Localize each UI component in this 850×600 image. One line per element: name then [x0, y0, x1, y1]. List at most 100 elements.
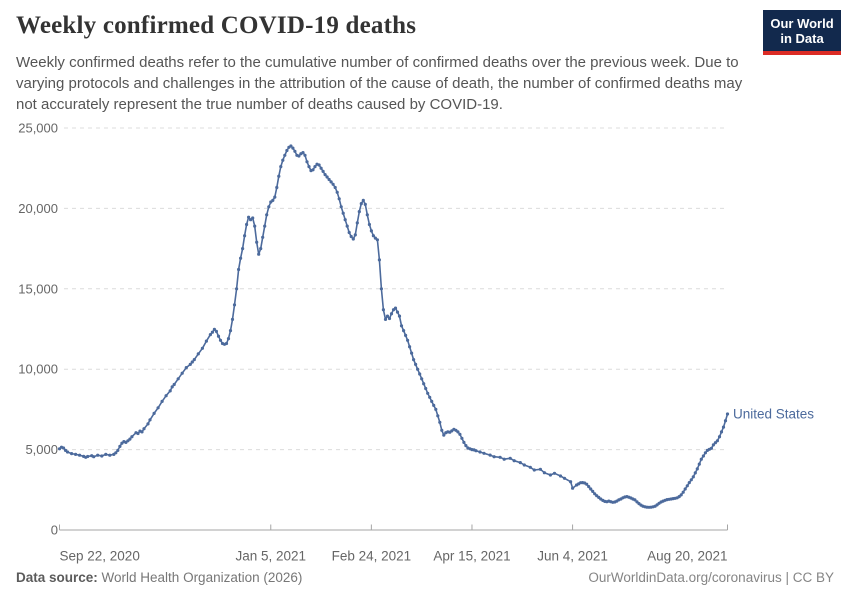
- data-point-marker: [369, 229, 373, 233]
- data-point-marker: [438, 420, 442, 424]
- data-point-marker: [404, 333, 408, 337]
- data-point-marker: [263, 224, 267, 228]
- data-point-marker: [593, 492, 597, 496]
- data-source-value: World Health Organization (2026): [97, 570, 303, 585]
- data-point-marker: [589, 487, 593, 491]
- data-point-marker: [355, 221, 359, 225]
- data-point-marker: [148, 418, 152, 422]
- data-point-marker: [347, 230, 351, 235]
- data-point-marker: [104, 452, 108, 456]
- data-point-marker: [548, 473, 553, 477]
- data-point-marker: [311, 168, 315, 172]
- owid-logo[interactable]: Our World in Data: [763, 10, 841, 55]
- data-point-marker: [277, 174, 281, 178]
- data-point-marker: [518, 461, 522, 465]
- data-point-marker: [430, 399, 434, 403]
- data-point-marker: [343, 218, 347, 222]
- data-point-marker: [456, 430, 460, 434]
- data-point-marker: [721, 425, 726, 429]
- data-point-marker: [418, 372, 422, 376]
- footer-separator: |: [781, 570, 793, 585]
- data-point-marker: [321, 169, 325, 173]
- data-point-marker: [333, 185, 337, 190]
- data-point-marker: [542, 471, 547, 475]
- data-point-marker: [685, 484, 689, 488]
- data-point-marker: [402, 329, 406, 333]
- site-link[interactable]: OurWorldinData.org/coronavirus: [588, 570, 782, 585]
- data-point-marker: [349, 234, 353, 239]
- data-point-marker: [267, 205, 271, 209]
- data-point-marker: [345, 224, 349, 228]
- data-point-marker: [96, 453, 100, 457]
- license-link[interactable]: CC BY: [792, 570, 834, 585]
- data-point-marker: [237, 267, 241, 272]
- data-point-marker: [717, 435, 722, 439]
- data-point-marker: [78, 453, 82, 457]
- data-point-marker: [711, 443, 716, 447]
- chart-subtitle: Weekly confirmed deaths refer to the cum…: [16, 52, 756, 115]
- x-tick-label: Jun 4, 2021: [537, 549, 608, 564]
- data-point-marker: [502, 457, 506, 461]
- series-line[interactable]: [58, 145, 729, 509]
- data-point-marker: [257, 252, 261, 256]
- data-point-marker: [359, 202, 363, 206]
- subtitle-line-3: not accurately represent the true number…: [16, 96, 503, 113]
- data-point-marker: [522, 463, 526, 467]
- data-point-marker: [498, 455, 502, 459]
- data-point-marker: [633, 498, 637, 502]
- data-point-marker: [108, 453, 112, 457]
- data-point-marker: [691, 475, 695, 479]
- data-point-marker: [562, 476, 567, 480]
- data-point-marker: [307, 165, 311, 169]
- data-point-marker: [224, 341, 229, 346]
- data-point-marker: [253, 224, 257, 228]
- data-point-marker: [337, 197, 341, 201]
- data-point-marker: [695, 467, 699, 471]
- data-point-marker: [681, 490, 685, 494]
- data-point-marker: [687, 481, 691, 485]
- data-point-marker: [188, 362, 192, 366]
- data-point-marker: [335, 190, 339, 194]
- subtitle-line-2: varying protocols and challenges in the …: [16, 75, 743, 92]
- data-source: Data source: World Health Organization (…: [16, 570, 302, 585]
- data-point-marker: [204, 339, 208, 343]
- data-point-marker: [406, 338, 410, 342]
- data-point-marker: [281, 158, 285, 162]
- data-point-marker: [351, 237, 355, 241]
- data-point-marker: [422, 382, 426, 386]
- data-point-marker: [693, 471, 697, 475]
- data-point-marker: [156, 406, 160, 410]
- data-point-marker: [291, 146, 295, 150]
- data-point-marker: [432, 403, 436, 407]
- data-point-marker: [319, 166, 323, 170]
- data-point-marker: [285, 148, 289, 153]
- data-point-marker: [363, 202, 367, 206]
- data-point-marker: [128, 437, 132, 441]
- data-point-marker: [130, 435, 134, 439]
- data-point-marker: [70, 452, 74, 456]
- data-point-marker: [230, 317, 235, 321]
- data-point-marker: [243, 234, 247, 238]
- y-tick-label: 10,000: [18, 362, 58, 377]
- data-point-marker: [571, 486, 575, 490]
- data-point-marker: [723, 419, 728, 423]
- data-point-marker: [587, 485, 591, 489]
- data-point-marker: [381, 308, 385, 312]
- data-point-marker: [701, 454, 706, 458]
- data-point-marker: [190, 360, 194, 364]
- data-point-marker: [168, 389, 172, 393]
- data-point-marker: [255, 240, 259, 244]
- data-point-marker: [92, 455, 96, 459]
- series-end-label[interactable]: United States: [733, 406, 814, 421]
- data-point-marker: [275, 185, 279, 190]
- data-point-marker: [399, 324, 404, 328]
- data-point-marker: [375, 238, 379, 242]
- data-point-marker: [65, 450, 70, 454]
- data-point-marker: [357, 210, 361, 214]
- data-point-marker: [697, 462, 701, 466]
- data-point-marker: [683, 487, 687, 491]
- data-point-marker: [341, 211, 345, 215]
- footer-links: OurWorldinData.org/coronavirus | CC BY: [588, 570, 834, 585]
- data-point-marker: [715, 439, 720, 443]
